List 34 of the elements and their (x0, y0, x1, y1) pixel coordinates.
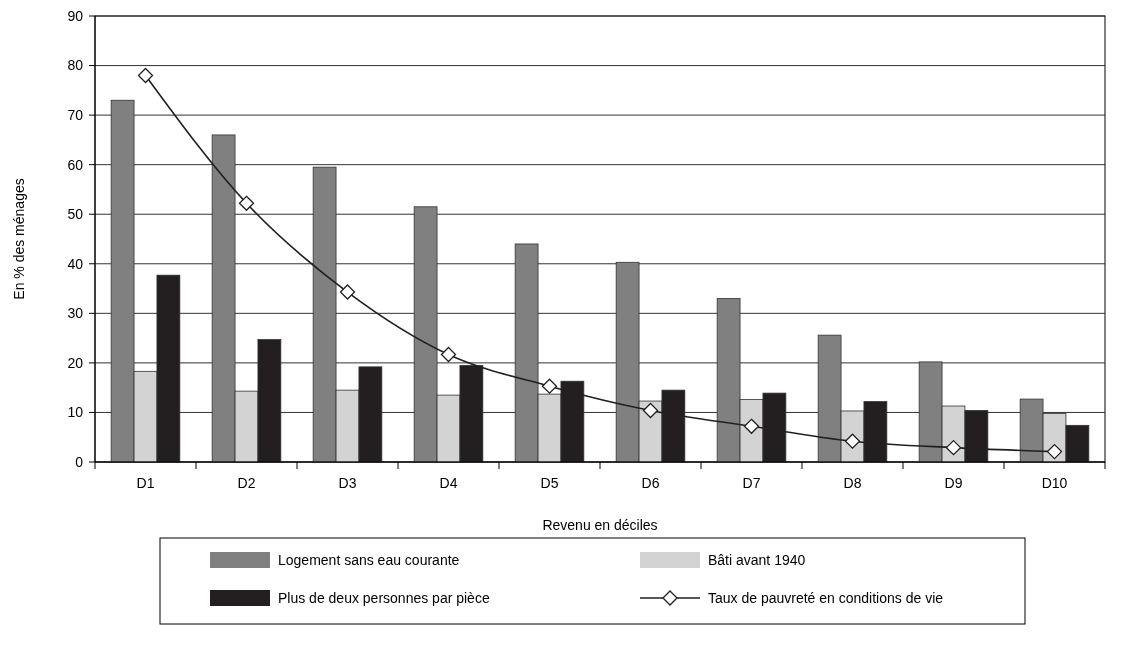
point (137, 67, 154, 84)
y-tick-label: 80 (67, 57, 84, 74)
x-tick-label: D3 (338, 475, 357, 491)
x-axis-title: Revenu en déciles (542, 517, 658, 533)
x-tick-label: D2 (237, 475, 256, 491)
legend-label: Bâti avant 1940 (708, 551, 806, 568)
legend-label: Taux de pauvreté en conditions de vie (708, 589, 944, 606)
y-tick-label: 70 (67, 107, 84, 124)
y-tick-label: 90 (67, 7, 84, 24)
y-tick-label: 40 (67, 255, 84, 272)
legend-label: Plus de deux personnes par pièce (278, 589, 490, 606)
point (642, 402, 659, 419)
point (945, 439, 962, 456)
y-axis-title: En % des ménages (11, 178, 27, 300)
x-tick-label: D9 (944, 475, 963, 491)
point (238, 195, 255, 211)
point (440, 346, 457, 363)
x-tick-label: D1 (136, 475, 155, 491)
y-tick-label: 0 (75, 453, 84, 470)
x-tick-label: D10 (1041, 475, 1068, 491)
point (541, 378, 558, 394)
x-tick-label: D5 (540, 475, 559, 491)
x-tick-label: D6 (641, 475, 660, 491)
legend-label: Logement sans eau courante (278, 551, 460, 568)
y-tick-label: 60 (67, 156, 84, 173)
y-tick-label: 10 (67, 404, 84, 421)
y-tick-label: 50 (67, 206, 84, 223)
y-tick-label: 20 (67, 354, 84, 371)
x-tick-label: D8 (843, 475, 862, 491)
y-tick-label: 30 (67, 305, 84, 322)
x-tick-label: D4 (439, 475, 458, 491)
point (1046, 443, 1063, 460)
x-tick-label: D7 (742, 475, 761, 491)
point (339, 284, 356, 300)
